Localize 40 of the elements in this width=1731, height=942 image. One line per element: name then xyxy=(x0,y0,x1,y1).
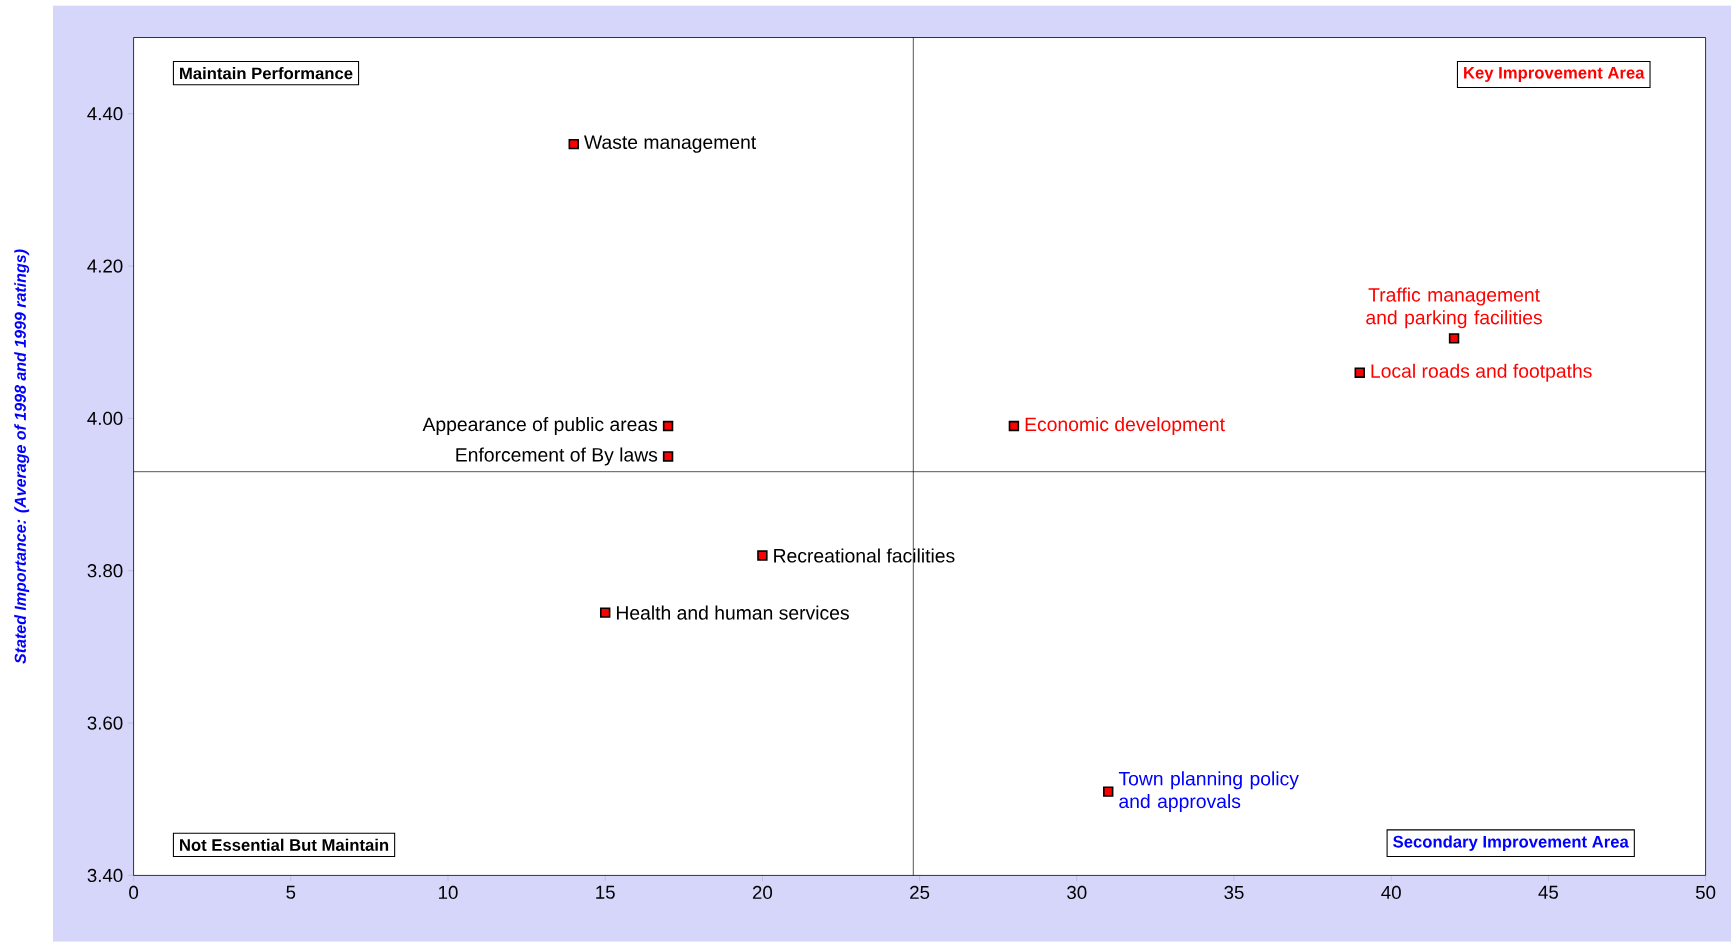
x-tick-label: 0 xyxy=(129,885,139,900)
annotation: Local roads and footpaths xyxy=(1371,363,1592,382)
x-tick-label: 20 xyxy=(752,885,773,900)
point xyxy=(1448,333,1460,344)
annotation: Maintain Performance xyxy=(180,67,353,80)
annotation: Appearance of public areas xyxy=(422,417,658,436)
y-tick-label: 3.80 xyxy=(87,564,123,578)
x-tick-label: 15 xyxy=(596,885,615,900)
annotation: Health and human services xyxy=(616,605,849,620)
x-tick-label: 40 xyxy=(1381,885,1401,900)
y-tick-label: 4.20 xyxy=(87,259,123,273)
point xyxy=(662,451,674,462)
point xyxy=(662,420,674,432)
annotation: Enforcement of By laws xyxy=(456,447,658,466)
x-tick-label: 50 xyxy=(1695,885,1716,900)
annotation: Not Essential But Maintain xyxy=(180,838,389,852)
annotation: Secondary Improvement Area xyxy=(1393,835,1629,852)
annotation: Waste management xyxy=(584,135,757,153)
y-tick-label: 3.40 xyxy=(87,868,123,883)
point xyxy=(1354,367,1365,379)
x-tick-label: 35 xyxy=(1224,885,1244,900)
y-tick-label: 4.40 xyxy=(87,107,123,121)
y-tick-label: 4.00 xyxy=(87,411,123,426)
x-tick-label: 30 xyxy=(1067,885,1087,900)
y-tick-label: 3.60 xyxy=(87,716,123,730)
point xyxy=(757,550,768,561)
y-axis-title: Stated Importance: (Average of 1998 and 1999 ratings) xyxy=(14,249,30,664)
point xyxy=(1103,786,1114,798)
x-tick-label: 10 xyxy=(439,885,458,900)
annotation: Traffic management and parking facilities xyxy=(1366,287,1542,329)
annotation: Town planning policy and approvals xyxy=(1118,771,1299,813)
point xyxy=(1008,420,1020,432)
annotation: Key Improvement Area xyxy=(1464,67,1645,83)
annotation: Economic development xyxy=(1025,417,1225,436)
point xyxy=(599,607,611,619)
x-tick-label: 45 xyxy=(1538,885,1558,900)
x-tick-label: 25 xyxy=(910,885,930,900)
point xyxy=(568,139,579,150)
x-tick-label: 5 xyxy=(286,885,296,900)
annotation: Recreational facilities xyxy=(774,548,955,563)
